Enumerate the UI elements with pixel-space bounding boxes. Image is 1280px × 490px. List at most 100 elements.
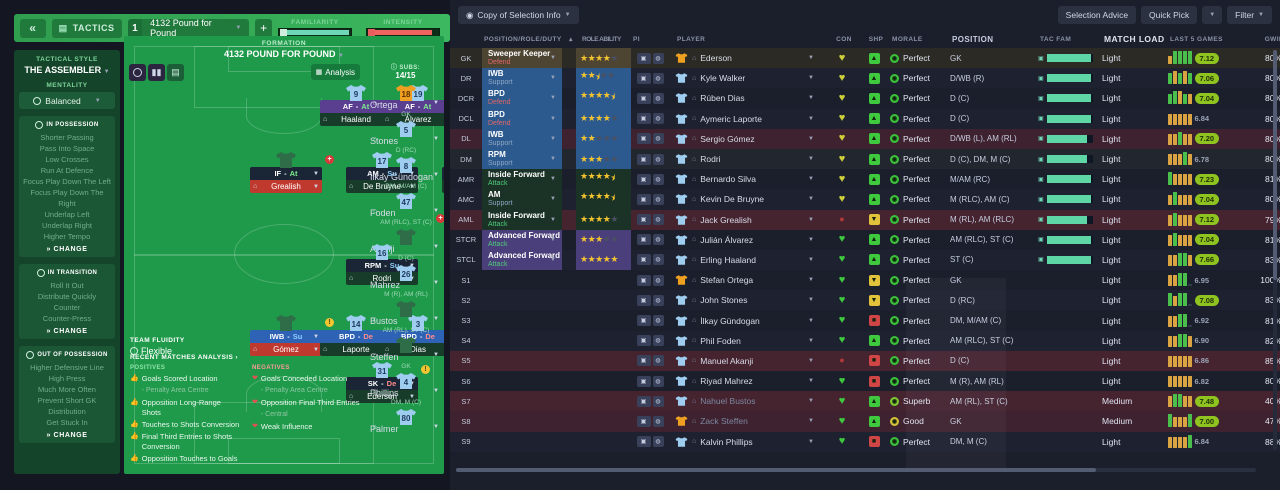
player-instructions-cell[interactable]: ▣ ◍ (631, 88, 669, 108)
player-instruction-icon[interactable]: ▣ (636, 294, 651, 306)
player-instruction-icon[interactable]: ▣ (636, 133, 651, 145)
player-instruction-icon[interactable]: ▣ (636, 52, 651, 64)
header-pi[interactable]: PI (633, 35, 640, 43)
player-traits-icon[interactable]: ◍ (652, 315, 664, 327)
table-row[interactable]: S8 ▣◍ ⌂Zack Steffen ▼ ♥ ▲ ◉ Good GK Medium 7.00 47%… (450, 411, 1280, 432)
instruction-item[interactable]: Focus Play Down The Right (30, 188, 104, 208)
table-row[interactable]: DCR BPD Defend ▼ ★ ★ ★ ★ ⯨ ▣ ◍ ⌂ Rúben Dias ▼ ♥ ▲ ◉ Perfe… (450, 88, 1280, 109)
instruction-item[interactable]: Counter-Press (42, 314, 92, 323)
player-traits-icon[interactable]: ◍ (652, 294, 664, 306)
header-match-load[interactable]: MATCH LOAD (1104, 34, 1165, 44)
pitch-player-card[interactable]: + IF - At ▼ ⌂ Grealish ▼ (250, 151, 334, 193)
header-position-role-duty[interactable]: POSITION/ROLE/DUTY (484, 35, 562, 43)
formation-selector[interactable]: 1 4132 Pound for Pound ▼ (127, 18, 250, 38)
role-duty-selector[interactable] (482, 391, 562, 411)
player-name-selector[interactable]: ⌂Álvarez▼ (382, 113, 444, 126)
player-role-selector[interactable]: AF - At▼ (382, 100, 444, 113)
instruction-item[interactable]: Distribute Quickly (37, 292, 97, 301)
player-instructions-cell[interactable]: ▣ ◍ (631, 310, 669, 330)
instruction-item[interactable]: Low Crosses (45, 155, 89, 164)
sub-name-selector[interactable]: ⌂ Steffen ▼ (370, 352, 442, 362)
player-traits-icon[interactable]: ◍ (652, 234, 664, 246)
horizontal-scrollbar[interactable] (456, 468, 1256, 472)
quick-pick-dropdown[interactable]: ▼ (1202, 6, 1223, 24)
instruction-item[interactable]: Run At Defence (40, 166, 94, 175)
table-row[interactable]: AMC AM Support ▼ ★ ★ ★ ★ ⯨ ▣ ◍ ⌂ Kevin De Bruyne ▼ ♥ ▲ ◉… (450, 189, 1280, 210)
player-traits-icon[interactable]: ◍ (652, 254, 664, 266)
player-instructions-cell[interactable]: ▣ ◍ (631, 432, 669, 452)
sub-name-selector[interactable]: ⌂ Ortega ▼ (370, 100, 442, 110)
vertical-scrollbar[interactable] (1273, 50, 1277, 450)
sub-name-selector[interactable]: ⌂ Foden ▼ (370, 208, 442, 218)
role-duty-selector[interactable]: Advanced Forward Attack ▼ (482, 249, 562, 271)
player-traits-icon[interactable]: ◍ (652, 375, 664, 387)
table-row[interactable]: S5 ▣ ◍ ⌂ Manuel Akanji ▼ ● ■ ◉ Perfect D (C) Light 6… (450, 350, 1280, 371)
player-cell[interactable]: ⌂ Rúben Dias ▼ (669, 88, 824, 108)
player-cell[interactable]: ⌂ Nahuel Bustos ▼ (669, 391, 824, 411)
formation-title[interactable]: 4132 POUND FOR POUND ▼ (224, 49, 344, 59)
player-instructions-cell[interactable]: ▣ ◍ (631, 391, 669, 411)
role-duty-selector[interactable]: Advanced Forward Attack ▼ (482, 229, 562, 250)
player-name-selector[interactable]: ⌂ Grealish ▼ (250, 180, 322, 193)
role-duty-selector[interactable]: AM Support ▼ (482, 189, 562, 210)
pitch-sub-entry[interactable]: 8 ⌂ İlkay Gündogan ▼ DM, M/AM (C) (370, 156, 442, 190)
change-button[interactable]: » CHANGE (46, 246, 88, 253)
header-gwin[interactable]: GWIN (1264, 35, 1280, 43)
instruction-item[interactable]: Pass Into Space (39, 144, 95, 153)
player-name-selector[interactable]: ⌂ Gómez ▼ (250, 343, 322, 356)
role-duty-selector[interactable]: BPD Defend ▼ (482, 88, 562, 109)
scrollbar-thumb[interactable] (1273, 50, 1277, 280)
player-instruction-icon[interactable]: ▣ (636, 173, 651, 185)
quick-pick-button[interactable]: Quick Pick (1141, 6, 1198, 24)
instruction-item[interactable]: Higher Defensive Line (30, 363, 104, 372)
player-role-selector[interactable]: !IWB - Su▼ (442, 330, 444, 343)
player-instruction-icon[interactable]: ▣ (636, 214, 651, 226)
player-instruction-icon[interactable]: ▣ (636, 254, 651, 266)
tactical-style-value[interactable]: THE ASSEMBLER ▼ (24, 65, 110, 75)
player-instructions-cell[interactable]: ▣ ◍ (631, 210, 669, 230)
player-cell[interactable]: ⌂ Rodri ▼ (669, 149, 824, 169)
pitch-player-card[interactable]: ! IWB - Su ▼ ⌂ Gómez ▼ (250, 314, 334, 356)
player-cell[interactable]: ⌂ Ederson ▼ (669, 48, 824, 68)
player-instructions-cell[interactable]: ▣ ◍ (631, 411, 669, 431)
table-row[interactable]: S9 ▣ ◍ ⌂ Kalvin Phillips ▼ ♥ ■ ◉ Perfect DM, M (C)… (450, 431, 1280, 452)
instruction-item[interactable]: Higher Tempo (43, 232, 91, 241)
player-instruction-icon[interactable]: ▣ (636, 335, 651, 347)
list-view-icon[interactable]: ▤ (167, 64, 184, 81)
player-instructions-cell[interactable]: ▣ ◍ (631, 68, 669, 88)
header-role-ability[interactable]: ROLE ABILITY (582, 35, 621, 43)
instruction-item[interactable]: Counter (53, 303, 81, 312)
role-duty-selector[interactable] (482, 331, 562, 351)
pitch-sub-entry[interactable]: 18 ⌂ Ortega ▼ GK (370, 84, 442, 118)
role-duty-selector[interactable]: BPD Defend ▼ (482, 108, 562, 129)
player-traits-icon[interactable]: ◍ (652, 395, 664, 407)
player-traits-icon[interactable]: ◍ (652, 274, 664, 286)
sub-name-selector[interactable]: ⌂ İlkay Gündogan ▼ (370, 172, 442, 182)
table-row[interactable]: AMR Inside Forward Attack ▼ ★ ★ ★ ★ ⯨ ▣ ◍ ⌂ Bernardo… (450, 169, 1280, 190)
recent-matches-title[interactable]: RECENT MATCHES ANALYSIS › (130, 354, 238, 361)
player-instruction-icon[interactable]: ▣ (636, 436, 651, 448)
table-row[interactable]: S1 ▣ ◍ ⌂ Stefan Ortega ▼ ♥ ▼ ◉ Perfect GK Light 6.95… (450, 270, 1280, 291)
role-duty-selector[interactable]: Inside Forward Attack ▼ (482, 209, 562, 230)
player-cell[interactable]: ⌂ Phil Foden ▼ (669, 331, 824, 351)
pitch-sub-entry[interactable]: 5 ⌂ Stones ▼ D (RC) (370, 120, 442, 154)
player-cell[interactable]: ⌂ Manuel Akanji ▼ (669, 351, 824, 371)
table-row[interactable]: S4 ▣ ◍ ⌂ Phil Foden ▼ ♥ ▲ ◉ Perfect AM (RLC), ST (… (450, 330, 1280, 351)
player-instruction-icon[interactable]: ▣ (636, 72, 651, 84)
sub-name-selector[interactable]: ⌂ Stones ▼ (370, 136, 442, 146)
player-cell[interactable]: ⌂ Erling Haaland ▼ (669, 250, 824, 270)
player-cell[interactable]: ⌂ Zack Steffen ▼ (669, 411, 824, 431)
pitch-sub-entry[interactable]: 4 ⌂ Phillips ▼ DM, M (C) (370, 372, 442, 406)
player-instructions-cell[interactable]: ▣ ◍ (631, 250, 669, 270)
player-traits-icon[interactable]: ◍ (652, 436, 664, 448)
table-row[interactable]: GK Sweeper Keeper Defend ▼ ★ ★ ★ ★ ★ ▣ ◍ ⌂ Ederson ▼ ♥… (450, 48, 1280, 69)
table-row[interactable]: AML Inside Forward Attack ▼ ★ ★ ★ ★ ★ ▣ ◍ ⌂ Jack Gre… (450, 209, 1280, 230)
player-cell[interactable]: ⌂ Kevin De Bruyne ▼ (669, 189, 824, 209)
instruction-item[interactable]: Underlap Left (44, 210, 90, 219)
player-traits-icon[interactable]: ◍ (652, 173, 664, 185)
player-instruction-icon[interactable]: ▣ (636, 355, 651, 367)
role-duty-selector[interactable]: IWB Support ▼ (482, 68, 562, 89)
tactics-tab[interactable]: ▤ TACTICS (51, 18, 122, 38)
player-instructions-cell[interactable]: ▣ ◍ (631, 351, 669, 371)
